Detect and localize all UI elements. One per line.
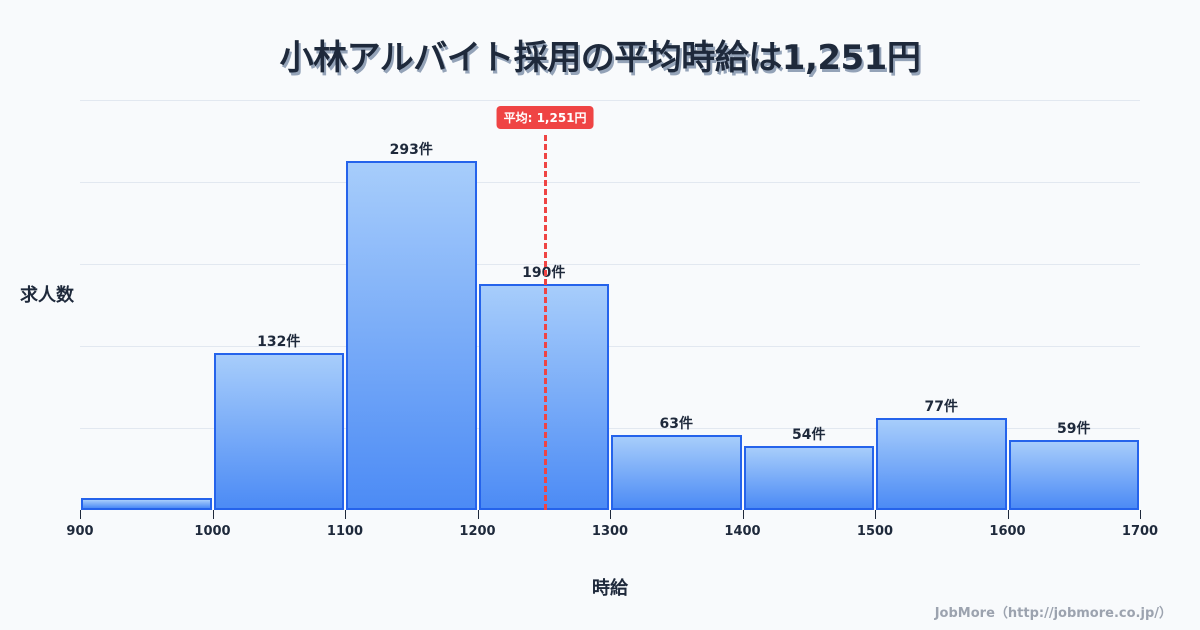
- mean-line: [543, 135, 547, 510]
- mean-badge: 平均: 1,251円: [496, 106, 594, 129]
- gridline: [80, 346, 1140, 347]
- bar-value-label: 63件: [659, 416, 693, 432]
- x-tick: [345, 510, 346, 519]
- bar-value-label: 132件: [257, 334, 301, 350]
- histogram-bar: [213, 353, 344, 510]
- histogram-bar: [743, 446, 874, 510]
- x-tick: [1140, 510, 1141, 519]
- chart-title: 小林アルバイト採用の平均時給は1,251円: [279, 38, 921, 78]
- histogram-bar: [81, 498, 212, 510]
- x-tick-label: 1500: [856, 524, 894, 539]
- x-tick: [875, 510, 876, 519]
- x-tick-label: 900: [66, 524, 94, 539]
- x-tick: [610, 510, 611, 519]
- gridline: [80, 182, 1140, 183]
- gridline: [80, 100, 1140, 101]
- histogram-bar: [1008, 440, 1139, 510]
- x-tick-label: 1300: [591, 524, 629, 539]
- x-tick-label: 1200: [459, 524, 496, 539]
- histogram-bar: [346, 161, 477, 510]
- histogram-bar: [876, 418, 1007, 510]
- x-tick: [742, 510, 744, 519]
- x-tick-label: 1400: [724, 524, 761, 539]
- y-axis-label: 求人数: [20, 285, 74, 306]
- gridline: [80, 428, 1140, 429]
- x-tick-label: 1700: [1121, 524, 1159, 539]
- bar-value-label: 54件: [792, 427, 826, 443]
- x-tick-label: 1100: [326, 524, 364, 539]
- histogram-bar: [611, 435, 742, 510]
- x-tick: [212, 510, 214, 519]
- bar-value-label: 59件: [1057, 421, 1091, 437]
- x-axis-label: 時給: [592, 578, 628, 599]
- x-tick: [80, 510, 81, 519]
- x-tick-label: 1000: [194, 524, 231, 539]
- plot-area: 132件 293件 190件 63件 54件 77件 59件 平均: 1,251円 900 1…: [66, 100, 1158, 539]
- gridline: [80, 264, 1140, 265]
- bar-value-label: 293件: [389, 142, 433, 158]
- x-tick: [1007, 510, 1009, 519]
- bar-value-label: 77件: [924, 399, 958, 415]
- x-tick: [477, 510, 479, 519]
- x-tick-label: 1600: [989, 524, 1026, 539]
- credit-text: JobMore（http://jobmore.co.jp/）: [934, 606, 1172, 621]
